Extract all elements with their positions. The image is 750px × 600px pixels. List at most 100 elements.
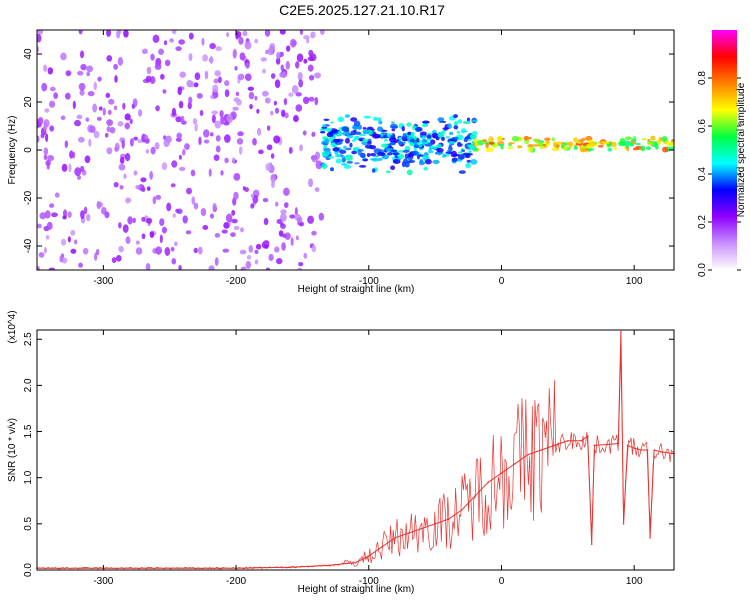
- spectrogram-cell: [380, 143, 389, 148]
- spectrogram-cell: [453, 114, 458, 119]
- spectrogram-cell: [350, 117, 358, 122]
- spectrogram-cell: [289, 214, 296, 219]
- spectrogram-cell: [506, 147, 514, 150]
- spectrogram-cell: [106, 147, 113, 155]
- spectrogram-cell: [135, 247, 143, 255]
- spectrogram-cell: [145, 263, 151, 270]
- spectrogram-cell: [346, 161, 354, 164]
- spectrogram-cell: [295, 235, 299, 241]
- spectrogram-cell: [281, 109, 286, 118]
- spectrogram-cell: [132, 98, 138, 108]
- spectrogram-cell: [466, 117, 471, 122]
- spectrogram-cell: [421, 120, 430, 124]
- spectrogram-cell: [146, 66, 152, 75]
- spectrogram-cell: [349, 142, 353, 148]
- spectrogram-cell: [351, 139, 356, 142]
- spectrogram-cell: [104, 132, 109, 138]
- spectrogram-cell: [527, 146, 534, 153]
- snr-point: [553, 444, 556, 447]
- spectrogram-cell: [78, 30, 83, 35]
- spectrogram-cell: [187, 101, 192, 110]
- spectrogram-cell: [209, 132, 214, 137]
- snr-point: [434, 523, 436, 525]
- spectrogram-cell: [335, 158, 342, 164]
- spectrogram-cell: [308, 49, 314, 57]
- spectrogram-cell: [458, 170, 466, 174]
- spectrogram-cell: [74, 167, 82, 177]
- spectrogram-cell: [214, 233, 221, 238]
- spectrogram-cell: [177, 86, 182, 96]
- spectrogram-cell: [419, 131, 427, 136]
- spectrogram-cell: [171, 160, 178, 168]
- spectrogram-cell: [214, 257, 219, 266]
- spectrogram-cell: [496, 136, 502, 141]
- spectrogram-cell: [566, 141, 574, 146]
- spectrogram-cell: [370, 153, 376, 157]
- spectrogram-cell: [209, 43, 216, 50]
- snr-xlabel: Height of straight line (km): [298, 584, 415, 595]
- spectrogram-cell: [248, 91, 255, 100]
- spectrogram-cell: [290, 237, 294, 246]
- spectrogram-cell: [111, 257, 117, 263]
- spectrogram-cell: [184, 142, 188, 149]
- spectrogram-cell: [62, 215, 67, 220]
- spectrogram-cell: [323, 147, 331, 153]
- spectrogram-cell: [159, 218, 165, 226]
- spectrogram-cell: [551, 137, 556, 142]
- spectrogram-cell: [283, 187, 290, 197]
- spectrogram-cell: [575, 141, 583, 144]
- spectrogram-cell: [326, 151, 332, 155]
- spectrogram-cell: [392, 158, 401, 164]
- snr-point: [590, 543, 593, 545]
- spectrogram-cell: [436, 148, 444, 153]
- spectrogram-cell: [106, 55, 113, 62]
- spectrogram-cell: [67, 236, 71, 243]
- snr-point: [500, 472, 503, 474]
- spectrogram-cell: [188, 96, 193, 104]
- spectrogram-cell: [307, 56, 315, 62]
- spectrogram-cell: [373, 116, 377, 121]
- spectrogram-cell: [407, 159, 416, 163]
- spectrogram-cell: [641, 138, 648, 141]
- spectrogram-cell: [553, 141, 557, 148]
- spectrogram-cell: [291, 40, 297, 46]
- spectrogram-cell: [61, 163, 68, 172]
- spectrogram-cell: [413, 139, 417, 146]
- spectrogram-cell: [544, 137, 551, 141]
- spectrogram-cell: [53, 92, 59, 99]
- spectrogram-cell: [281, 71, 287, 78]
- spectrogram-cell: [166, 202, 172, 212]
- spectrogram-cell: [200, 207, 207, 217]
- spectrogram-cell: [545, 139, 550, 145]
- spectrogram-cell: [271, 180, 275, 189]
- y-tick-label: 20: [23, 96, 34, 108]
- spectrogram-cell: [285, 60, 291, 70]
- spectrogram-cell: [149, 171, 154, 180]
- spectrogram-cell: [70, 229, 76, 236]
- spectrogram-cell: [182, 149, 186, 156]
- spectrogram-cell: [282, 233, 287, 238]
- spectrogram-cell: [199, 109, 204, 117]
- spectrogram-cell: [155, 246, 163, 255]
- spectrogram-cell: [276, 218, 283, 225]
- spectrogram-cell: [321, 126, 328, 129]
- spectrogram-cell: [279, 30, 286, 35]
- spectrogram-cell: [37, 33, 42, 43]
- spectrogram-cell: [232, 157, 236, 164]
- spectrogram-cell: [262, 198, 269, 203]
- spectrogram-cell: [234, 65, 238, 71]
- snr-point: [586, 435, 589, 437]
- spectrogram-cell: [346, 134, 354, 139]
- spectrogram-cell: [447, 123, 452, 130]
- spectrogram-cell: [164, 247, 171, 256]
- snr-point: [367, 555, 370, 557]
- spectrogram-cell: [284, 112, 289, 119]
- spectrogram-cell: [49, 125, 55, 132]
- colorbar-tick-label: 0.8: [697, 71, 708, 85]
- snr-point: [447, 518, 450, 521]
- spectrogram-cell: [208, 168, 212, 177]
- spectrogram-cell: [252, 195, 259, 204]
- snr-point: [620, 331, 622, 333]
- y-tick-label: 1.5: [23, 424, 34, 438]
- spectrogram-cell: [640, 145, 646, 152]
